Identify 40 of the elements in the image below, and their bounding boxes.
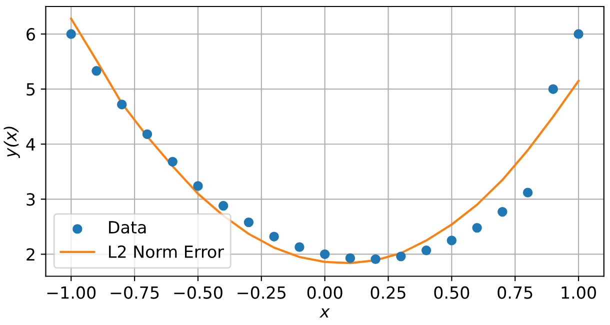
x-tick-label: −0.25 <box>238 286 286 299</box>
point <box>294 242 304 252</box>
y-tick-label: 6 <box>26 28 35 41</box>
x-tick-label: −0.75 <box>110 286 159 299</box>
x-tick-label: −0.50 <box>174 286 222 299</box>
point <box>193 181 203 191</box>
point <box>370 254 380 264</box>
legend-label: Data <box>109 221 146 234</box>
legend-label: L2 Norm Error <box>109 245 224 258</box>
x-tick-label: −1.00 <box>47 286 96 299</box>
point <box>345 253 356 263</box>
point <box>396 252 406 262</box>
point <box>244 217 254 228</box>
point <box>168 156 178 167</box>
point <box>472 222 482 233</box>
point <box>522 188 533 198</box>
point <box>498 206 508 217</box>
point <box>320 249 330 260</box>
y-tick-label: 5 <box>26 83 35 96</box>
point <box>421 246 432 256</box>
x-tick-label: 1.00 <box>562 286 596 299</box>
point <box>269 232 279 242</box>
x-axis-title: x <box>319 308 330 318</box>
point <box>66 29 76 39</box>
x-tick-label: 0.25 <box>370 286 406 299</box>
point <box>92 66 102 76</box>
point <box>142 129 152 140</box>
point <box>218 200 228 211</box>
y-axis-title: y(x) <box>4 126 20 158</box>
line-series <box>70 18 580 264</box>
point <box>446 236 457 246</box>
y-tick-label: 2 <box>26 248 34 261</box>
y-tick-label: 4 <box>26 138 36 150</box>
point <box>574 29 584 39</box>
x-tick-label: 0.50 <box>434 286 470 299</box>
y-tick-label: 3 <box>26 193 35 206</box>
point <box>117 100 127 110</box>
point <box>548 84 558 94</box>
x-tick-label: 0.75 <box>498 286 532 299</box>
x-tick-label: 0.00 <box>307 286 342 299</box>
